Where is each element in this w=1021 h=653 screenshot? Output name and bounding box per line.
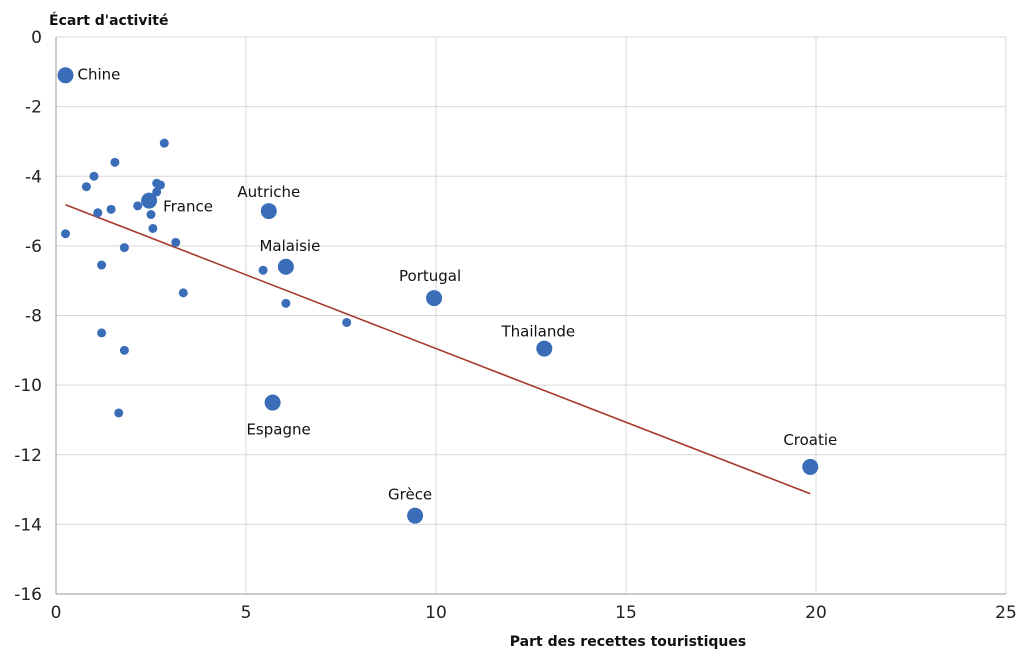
point-label: France [163, 198, 213, 216]
data-points [57, 67, 819, 524]
data-point [133, 201, 143, 211]
x-tick-label: 10 [425, 603, 447, 623]
y-tick-label: -16 [14, 585, 42, 605]
labeled-data-point [57, 67, 74, 84]
x-tick-label: 20 [805, 603, 827, 623]
point-label: Croatie [783, 431, 837, 449]
y-tick-label: -12 [14, 446, 42, 466]
tick-labels: 0 -2 -4 -6 -8 -10 -12 -14 -16 0 5 10 15 20 25 [14, 28, 1017, 623]
point-label: Portugal [399, 267, 461, 285]
labeled-data-point [277, 258, 294, 275]
x-tick-label: 0 [51, 603, 62, 623]
y-tick-label: -14 [14, 515, 42, 535]
x-tick-label: 15 [615, 603, 637, 623]
y-axis-title: Écart d'activité [49, 12, 168, 29]
data-point [178, 288, 188, 298]
labeled-data-point [141, 192, 158, 209]
data-point [97, 260, 107, 270]
labeled-data-point [260, 203, 277, 220]
data-point [146, 210, 156, 220]
data-point [110, 157, 120, 167]
y-tick-label: -8 [25, 307, 42, 327]
y-tick-label: -10 [14, 376, 42, 396]
y-tick-label: -6 [25, 237, 42, 257]
point-label: Chine [78, 65, 121, 83]
data-point [156, 180, 165, 190]
y-tick-label: -2 [25, 98, 42, 118]
y-tick-label: 0 [31, 28, 42, 48]
labeled-data-point [264, 394, 281, 411]
data-point [61, 229, 70, 239]
trendline [65, 204, 811, 495]
point-label: Autriche [237, 183, 300, 201]
y-tick-label: -4 [25, 167, 42, 187]
axes [55, 37, 1006, 595]
data-point [281, 298, 291, 308]
data-point [81, 182, 91, 192]
labeled-data-point [426, 290, 443, 307]
point-annotations: Chine France Autriche Malaisie Portugal Thail… [78, 65, 838, 503]
x-axis-title: Part des recettes touristiques [510, 634, 746, 650]
x-tick-label: 5 [241, 603, 252, 623]
data-point [342, 317, 352, 327]
data-point [114, 408, 124, 418]
data-point [106, 204, 116, 214]
data-point [119, 243, 129, 253]
data-point [97, 328, 107, 338]
data-point [119, 345, 129, 355]
labeled-data-point [536, 340, 553, 357]
data-point [152, 187, 162, 197]
x-tick-label: 25 [995, 603, 1017, 623]
point-label: Grèce [388, 486, 432, 504]
data-point [159, 138, 169, 148]
data-point [148, 223, 158, 233]
data-point [93, 208, 103, 218]
point-label: Espagne [246, 421, 310, 439]
data-point [258, 265, 268, 275]
data-point [171, 237, 181, 247]
grid-lines [56, 36, 1007, 594]
trendline-segment [65, 204, 811, 495]
point-label: Malaisie [259, 237, 320, 255]
labeled-data-point [407, 507, 424, 524]
point-label: Thailande [500, 323, 575, 341]
labeled-data-point [802, 458, 819, 475]
data-point [89, 171, 99, 181]
